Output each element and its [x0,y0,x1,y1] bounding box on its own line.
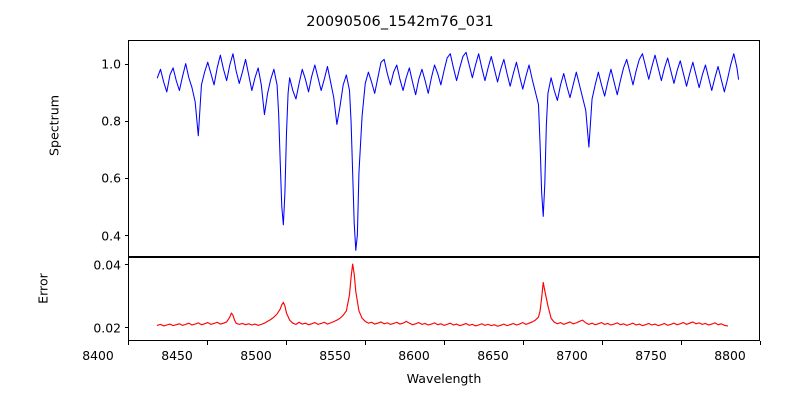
spectrum-y-tick [124,120,128,122]
x-ticklabel: 8700 [556,348,588,363]
x-ticklabel: 8600 [398,348,430,363]
x-ticklabel: 8400 [82,348,114,363]
x-tick [680,341,682,345]
x-tick [206,341,208,345]
spectrum-y-tick [124,63,128,65]
error-y-tick [124,327,128,329]
spectrum-y-tick [124,177,128,180]
spectrum-line-svg [156,51,740,251]
x-ticklabel: 8800 [714,348,746,363]
spectrum-y-tick [124,235,128,237]
spectrum-y-ticklabel: 0.4 [101,228,121,244]
x-tick [522,341,524,345]
spectrum-axes [128,40,760,257]
x-tick [443,341,445,345]
error-axes [128,257,760,341]
error-line-svg [156,263,729,327]
spectrum-y-axis-label: Spectrum [46,94,62,157]
x-ticklabel: 8550 [319,348,351,363]
error-y-ticklabel: 0.04 [93,257,121,273]
x-tick [759,341,761,345]
page-title: 20090506_1542m76_031 [306,14,494,30]
spectrum-y-ticklabel: 0.6 [101,170,121,186]
x-axis-label: Wavelength [406,371,482,386]
spectrum-y-ticklabel: 1.0 [101,56,121,72]
x-tick [601,341,603,345]
spectrum-y-ticklabel: 0.8 [101,113,121,129]
x-ticklabel: 8500 [240,348,272,363]
x-ticklabel: 8450 [161,348,193,363]
error-y-tick [124,264,128,266]
error-y-axis-label: Error [35,273,51,304]
x-ticklabel: 8750 [635,348,667,363]
error-data-line [156,263,729,327]
x-tick [285,341,287,345]
spectrum-data-line [156,51,740,251]
x-ticklabel: 8650 [477,348,509,363]
error-y-ticklabel: 0.02 [93,320,121,336]
x-tick [127,341,129,345]
x-tick [364,341,366,345]
